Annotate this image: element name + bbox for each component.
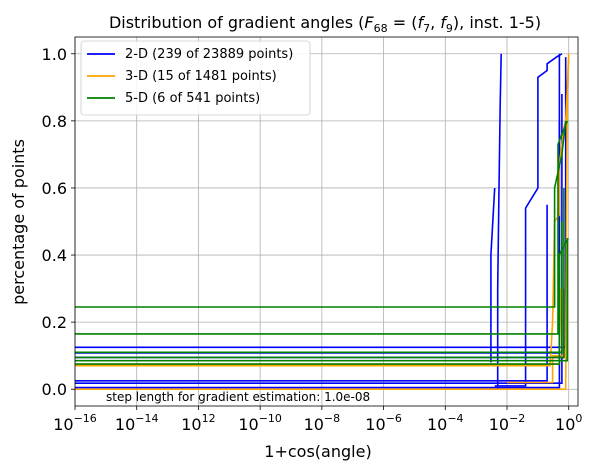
title-f2-sub: 9 (446, 22, 453, 35)
series-line-1-1 (496, 53, 502, 390)
x-tick-label: 10−10 (238, 412, 282, 434)
title-f1-sub: 7 (423, 22, 430, 35)
title-prefix: Distribution of gradient angles ( (109, 13, 364, 32)
y-tick-label: 0.4 (42, 246, 67, 265)
x-tick-label: 10−14 (115, 412, 159, 434)
x-tick-label: 10−2 (489, 412, 526, 434)
title-f2: f (440, 13, 448, 32)
series-line-1-3 (75, 94, 563, 384)
title-F-sub: 68 (374, 22, 388, 35)
x-tick-label: 10−8 (304, 412, 341, 434)
y-axis-label: percentage of points (9, 139, 28, 305)
title-suffix: ), inst. 1-5) (453, 13, 541, 32)
y-tick-label: 0.2 (42, 313, 67, 332)
series-line-3-6 (75, 221, 563, 354)
legend-label-3: 5-D (6 of 541 points) (125, 91, 260, 106)
y-axis-ticks: 0.0 0.2 0.4 0.6 0.8 1.0 (42, 45, 75, 399)
y-tick-label: 0.6 (42, 179, 67, 198)
x-tick-label: 1012 (181, 412, 215, 434)
step-length-annotation: step length for gradient estimation: 1.0… (106, 390, 370, 404)
series-line-3-1 (75, 120, 567, 308)
series-line-3-2 (75, 120, 569, 335)
chart-title: Distribution of gradient angles (F68 = (… (109, 13, 541, 35)
series-line-1-9 (494, 53, 563, 387)
legend-box (80, 40, 311, 116)
series-line-1-6 (75, 120, 561, 354)
series-line-1-4 (75, 204, 548, 382)
plot-frame (74, 36, 579, 407)
plot-area (75, 53, 570, 390)
y-tick-label: 0.0 (42, 380, 67, 399)
title-F: F (364, 13, 374, 32)
series-line-3-3 (75, 238, 569, 362)
series-line-3-5 (75, 188, 565, 359)
legend: 2-D (239 of 23889 points) 3-D (15 of 1481… (80, 40, 311, 116)
x-tick-label: 10−16 (53, 412, 97, 434)
x-tick-label: 100 (555, 412, 582, 434)
x-tick-label: 10−6 (365, 412, 402, 434)
legend-label-2: 3-D (15 of 1481 points) (125, 69, 277, 84)
legend-label-1: 2-D (239 of 23889 points) (125, 47, 293, 62)
grid-lines (74, 37, 578, 406)
x-tick-label: 10−4 (427, 412, 464, 434)
y-tick-label: 0.8 (42, 112, 67, 131)
x-axis-ticks: 10−16 10−14 1012 10−10 10−8 10−6 10−4 10−2 100 (53, 406, 582, 434)
x-axis-label: 1+cos(angle) (264, 442, 371, 461)
title-eq: = ( (388, 13, 418, 32)
title-sep: , (430, 13, 440, 32)
title-f1: f (417, 13, 425, 32)
y-tick-label: 1.0 (42, 45, 67, 64)
series-line-1-8 (490, 187, 496, 363)
